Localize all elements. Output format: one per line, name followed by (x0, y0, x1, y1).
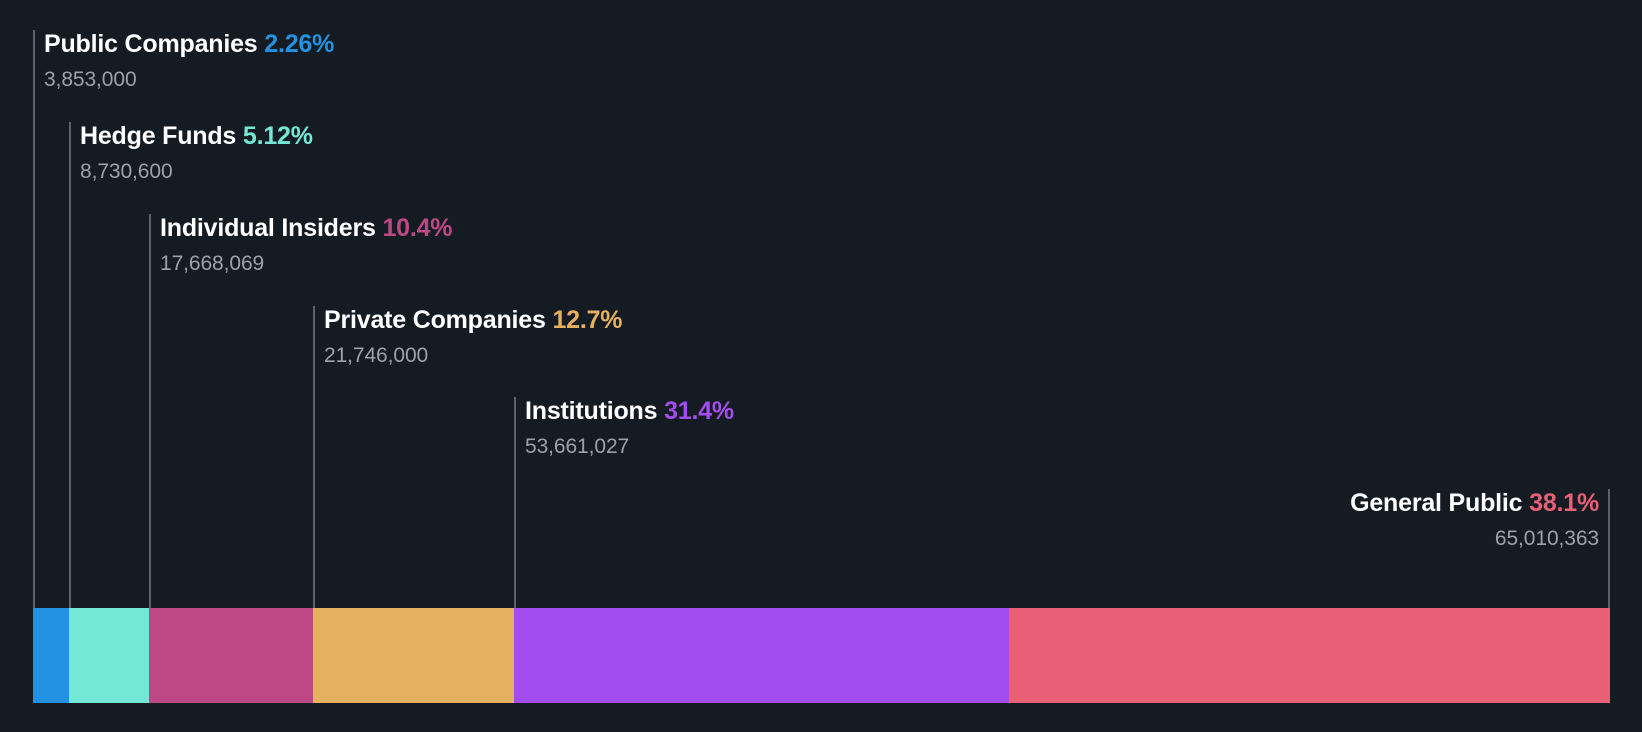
bar-segment-institutions[interactable] (514, 608, 1009, 703)
segment-name-text: Public Companies (44, 30, 258, 58)
segment-percent-individual-insiders: 10.4% (382, 214, 453, 242)
bar-segment-general-public[interactable] (1009, 608, 1610, 703)
segment-percent-hedge-funds: 5.12% (242, 122, 313, 150)
segment-percent-institutions: 31.4% (664, 397, 734, 425)
segment-name-private-companies: Private Companies 12.7% (324, 306, 623, 334)
segment-name-text: General Public (1350, 489, 1523, 517)
segment-percent-public-companies: 2.26% (264, 30, 335, 58)
segment-shares-private-companies: 21,746,000 (324, 344, 429, 367)
segment-tick-line-hedge-funds (69, 122, 71, 608)
segment-shares-general-public: 65,010,363 (1494, 527, 1599, 550)
segment-shares-public-companies: 3,853,000 (44, 68, 137, 91)
segment-label-text-public-companies: Public Companies 2.26% 3,853,000 (44, 30, 334, 92)
bar-segment-private-companies[interactable] (313, 608, 514, 703)
segment-tick-line-private-companies (313, 306, 315, 608)
stacked-bar (33, 608, 1610, 703)
segment-label-text-private-companies: Private Companies 12.7% 21,746,000 (324, 306, 623, 368)
segment-shares-institutions: 53,661,027 (525, 435, 630, 458)
bar-segment-hedge-funds[interactable] (69, 608, 149, 703)
segment-name-hedge-funds: Hedge Funds 5.12% (80, 122, 313, 150)
segment-tick-line-institutions (514, 397, 516, 608)
segment-name-individual-insiders: Individual Insiders 10.4% (160, 214, 453, 242)
segment-percent-private-companies: 12.7% (552, 306, 623, 334)
segment-name-text: Institutions (525, 397, 658, 425)
segment-label-text-individual-insiders: Individual Insiders 10.4% 17,668,069 (160, 214, 453, 276)
segment-label-text-general-public: General Public 38.1% 65,010,363 (1350, 489, 1599, 551)
segment-name-text: Individual Insiders (160, 214, 376, 242)
bar-segment-individual-insiders[interactable] (149, 608, 313, 703)
segment-name-text: Private Companies (324, 306, 546, 334)
bar-segment-public-companies[interactable] (33, 608, 69, 703)
segment-tick-line-individual-insiders (149, 214, 151, 608)
segment-name-text: Hedge Funds (80, 122, 237, 150)
segment-tick-line-general-public (1608, 489, 1610, 608)
segment-label-text-hedge-funds: Hedge Funds 5.12% 8,730,600 (80, 122, 313, 184)
segment-name-institutions: Institutions 31.4% (525, 397, 734, 425)
segment-name-public-companies: Public Companies 2.26% (44, 30, 334, 58)
segment-label-text-institutions: Institutions 31.4% 53,661,027 (525, 397, 734, 459)
segment-percent-general-public: 38.1% (1529, 489, 1599, 517)
segment-name-general-public: General Public 38.1% (1350, 489, 1599, 517)
segment-shares-individual-insiders: 17,668,069 (160, 252, 265, 275)
segment-tick-line-public-companies (33, 30, 35, 608)
segment-shares-hedge-funds: 8,730,600 (80, 160, 173, 183)
